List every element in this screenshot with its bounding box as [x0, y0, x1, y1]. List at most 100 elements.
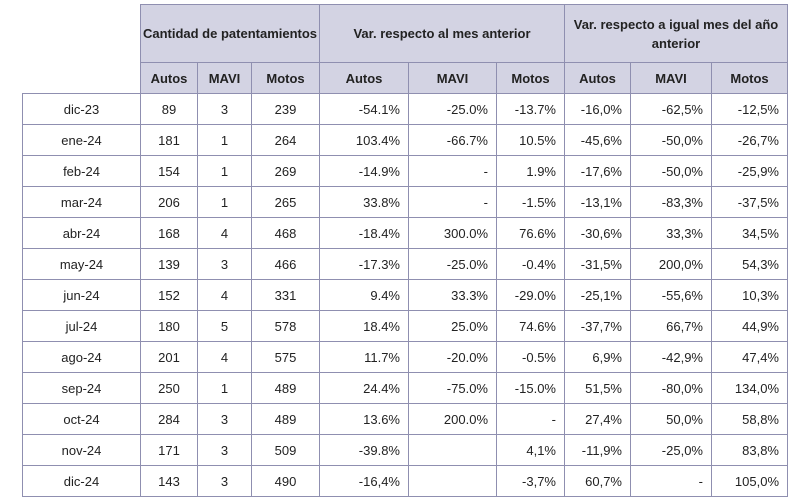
month-cell: may-24 [22, 248, 141, 280]
value-cell: 89 [140, 93, 198, 125]
value-cell: 154 [140, 155, 198, 187]
value-cell: 134,0% [711, 372, 788, 404]
month-cell: nov-24 [22, 434, 141, 466]
value-cell: 489 [251, 403, 320, 435]
column-header: MAVI [630, 62, 712, 94]
value-cell: -83,3% [630, 186, 712, 218]
value-cell: 489 [251, 372, 320, 404]
value-cell [408, 434, 497, 466]
month-cell: jul-24 [22, 310, 141, 342]
value-cell: -18.4% [319, 217, 409, 249]
group-header-var-mes-anterior: Var. respecto al mes anterior [319, 4, 565, 63]
value-cell: 239 [251, 93, 320, 125]
value-cell: 10,3% [711, 279, 788, 311]
month-cell: ago-24 [22, 341, 141, 373]
value-cell: -15.0% [496, 372, 565, 404]
value-cell: -55,6% [630, 279, 712, 311]
month-cell: abr-24 [22, 217, 141, 249]
value-cell: -62,5% [630, 93, 712, 125]
value-cell: -80,0% [630, 372, 712, 404]
value-cell: -11,9% [564, 434, 631, 466]
month-cell: jun-24 [22, 279, 141, 311]
value-cell: -37,5% [711, 186, 788, 218]
value-cell: 33,3% [630, 217, 712, 249]
value-cell: 1.9% [496, 155, 565, 187]
table-row: nov-24 171 3 509 -39.8% 4,1% -11,9% -25,0% 83,8% [22, 434, 788, 466]
value-cell: 6,9% [564, 341, 631, 373]
value-cell: 66,7% [630, 310, 712, 342]
value-cell: -25.0% [408, 248, 497, 280]
value-cell: 74.6% [496, 310, 565, 342]
value-cell: 1 [197, 124, 252, 156]
value-cell: 4 [197, 341, 252, 373]
value-cell: -20.0% [408, 341, 497, 373]
patentamientos-table: Cantidad de patentamientos Var. respecto… [22, 4, 788, 497]
group-header-cantidad: Cantidad de patentamientos [140, 4, 320, 63]
value-cell: 5 [197, 310, 252, 342]
value-cell: -54.1% [319, 93, 409, 125]
value-cell: 269 [251, 155, 320, 187]
value-cell: 18.4% [319, 310, 409, 342]
value-cell: 60,7% [564, 465, 631, 497]
table-row: sep-24 250 1 489 24.4% -75.0% -15.0% 51,5% -80,0… [22, 372, 788, 404]
value-cell: -16,0% [564, 93, 631, 125]
value-cell: 34,5% [711, 217, 788, 249]
value-cell: 578 [251, 310, 320, 342]
value-cell: -17.3% [319, 248, 409, 280]
value-cell: 10.5% [496, 124, 565, 156]
value-cell: 201 [140, 341, 198, 373]
value-cell: 490 [251, 465, 320, 497]
value-cell: - [496, 403, 565, 435]
value-cell: 44,9% [711, 310, 788, 342]
value-cell: -25,0% [630, 434, 712, 466]
value-cell: -75.0% [408, 372, 497, 404]
value-cell: 27,4% [564, 403, 631, 435]
value-cell: 300.0% [408, 217, 497, 249]
value-cell: 105,0% [711, 465, 788, 497]
value-cell: 200.0% [408, 403, 497, 435]
column-header: MAVI [408, 62, 497, 94]
value-cell: 1 [197, 186, 252, 218]
value-cell: 11.7% [319, 341, 409, 373]
value-cell [408, 465, 497, 497]
value-cell: 139 [140, 248, 198, 280]
value-cell: -45,6% [564, 124, 631, 156]
value-cell: 3 [197, 403, 252, 435]
value-cell: 200,0% [630, 248, 712, 280]
table-row: mar-24 206 1 265 33.8% - -1.5% -13,1% -83,3% -37,… [22, 186, 788, 218]
value-cell: 466 [251, 248, 320, 280]
value-cell: 4,1% [496, 434, 565, 466]
month-cell: dic-24 [22, 465, 141, 497]
value-cell: -1.5% [496, 186, 565, 218]
value-cell: 51,5% [564, 372, 631, 404]
table-row: feb-24 154 1 269 -14.9% -1.9% -17,6% -50,0% -25,… [22, 155, 788, 187]
month-cell: mar-24 [22, 186, 141, 218]
value-cell: - [408, 186, 497, 218]
value-cell: 33.8% [319, 186, 409, 218]
value-cell: 47,4% [711, 341, 788, 373]
value-cell: 181 [140, 124, 198, 156]
value-cell: -26,7% [711, 124, 788, 156]
value-cell: 143 [140, 465, 198, 497]
value-cell: -0.5% [496, 341, 565, 373]
value-cell: 509 [251, 434, 320, 466]
column-header: Motos [711, 62, 788, 94]
value-cell: 25.0% [408, 310, 497, 342]
value-cell: -29.0% [496, 279, 565, 311]
column-header: Motos [496, 62, 565, 94]
month-cell: ene-24 [22, 124, 141, 156]
table-row: ene-24 181 1 264 103.4% -66.7% 10.5% -45,6% -50,… [22, 124, 788, 156]
value-cell: 3 [197, 434, 252, 466]
table-row: jul-24 180 5 578 18.4% 25.0% 74.6% -37,7% 66,7% 4… [22, 310, 788, 342]
value-cell: -13,1% [564, 186, 631, 218]
value-cell: 180 [140, 310, 198, 342]
table-row: abr-24 168 4 468 -18.4% 300.0% 76.6% -30,6% 33,3… [22, 217, 788, 249]
value-cell: -25,9% [711, 155, 788, 187]
table-row: ago-24 201 4 575 11.7% -20.0% -0.5% 6,9% -42,9% 4… [22, 341, 788, 373]
value-cell: -14.9% [319, 155, 409, 187]
value-cell: -17,6% [564, 155, 631, 187]
value-cell: 3 [197, 248, 252, 280]
value-cell: -31,5% [564, 248, 631, 280]
value-cell: 1 [197, 155, 252, 187]
corner-cell [22, 4, 141, 94]
